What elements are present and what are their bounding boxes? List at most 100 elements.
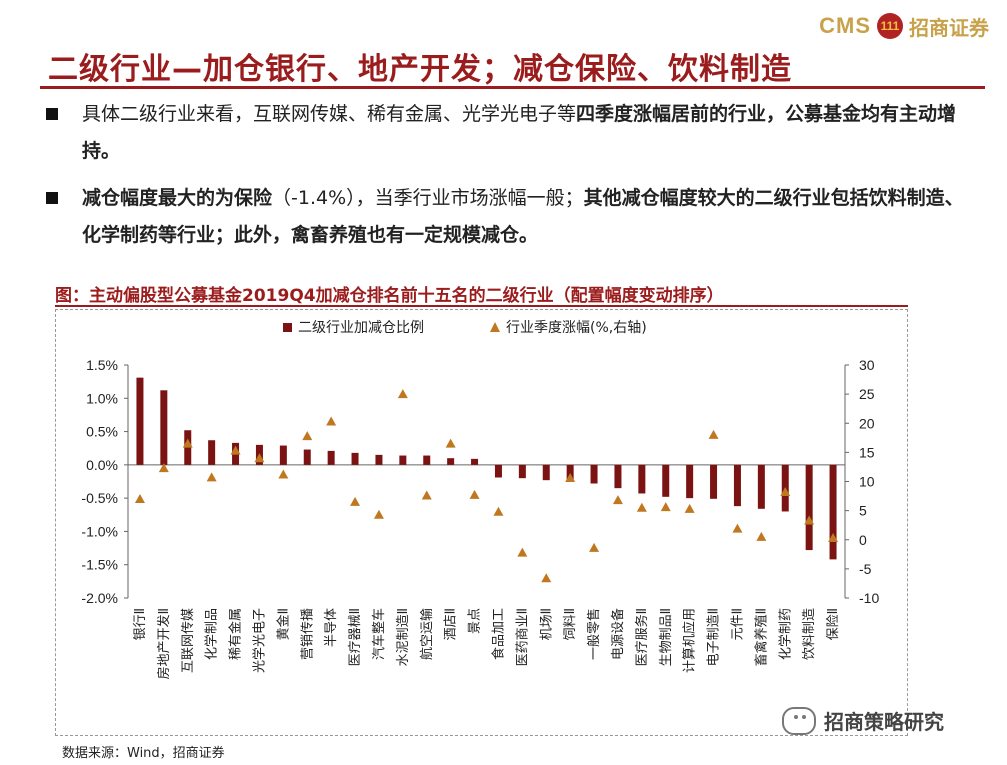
bar-24 [710,464,718,499]
marker-1 [158,463,169,473]
y-right-tick-label: -5 [859,561,872,577]
bullet-list: 具体二级行业来看，互联网传媒、稀有金属、光学光电子等四季度涨幅居前的行业，公募基… [46,96,966,264]
marker-13 [445,438,456,448]
bar-9 [351,452,359,465]
bar-23 [686,464,694,499]
x-tick-label: 饮料制造 [802,608,817,660]
bar-28 [805,464,813,551]
chart-frame [55,309,908,736]
x-tick-label: 食品加工 [490,608,506,660]
bar-19 [590,464,598,484]
marker-5 [254,453,265,463]
bullet-text: （-1.4%），当季行业市场涨幅一般； [272,187,584,209]
brand-cms: CMS [819,13,871,38]
marker-22 [660,502,671,512]
title-divider [40,86,985,89]
brand-name: 招商证券 [909,15,989,40]
marker-2 [182,438,193,448]
marker-17 [541,573,552,583]
marker-12 [421,490,432,500]
bar-10 [375,454,383,465]
bar-22 [662,464,670,497]
marker-3 [206,472,217,482]
bar-29 [829,464,837,560]
marker-28 [804,515,815,525]
marker-14 [469,489,480,499]
x-tick-label: 酒店Ⅱ [444,608,459,640]
x-tick-label: 稀有金属 [228,608,244,660]
bar-17 [542,464,550,481]
x-tick-label: 银行Ⅱ [133,608,148,640]
bullet-square-icon [46,192,58,204]
bar-20 [614,464,622,489]
bar-16 [518,464,526,479]
x-tick-label: 化学制药 [777,608,793,660]
x-tick-label: 电子制造Ⅱ [707,608,722,666]
bullet-text-bold: 四季度涨幅居前的行业，公募基金均有主动增持。 [82,103,957,162]
bar-14 [471,458,479,465]
figure-title: 图：主动偏股型公募基金2019Q4加减仓排名前十五名的二级行业（配置幅度变动排序… [55,286,724,306]
bullet-item: 具体二级行业来看，互联网传媒、稀有金属、光学光电子等四季度涨幅居前的行业，公募基… [46,96,966,170]
bar-7 [303,449,311,465]
marker-21 [636,502,647,512]
marker-7 [302,431,313,441]
bullet-text: 具体二级行业来看，互联网传媒、稀有金属、光学光电子等 [82,103,577,125]
y-right-tick-label: 20 [859,415,875,431]
x-tick-label: 生物制品Ⅱ [659,608,674,666]
legend-bar-label: 二级行业加减仓比例 [298,320,424,336]
bar-13 [447,458,455,465]
figure-divider [55,305,908,307]
legend-bar-swatch [283,323,292,332]
wechat-icon [782,706,816,735]
bar-11 [399,455,407,465]
bar-25 [733,464,741,507]
marker-26 [756,531,767,541]
marker-18 [565,473,576,483]
marker-11 [397,389,408,399]
legend-marker-swatch [490,322,500,332]
marker-16 [517,547,528,557]
y-left-tick-label: -2.0% [81,590,118,606]
x-tick-label: 营销传播 [300,608,315,660]
marker-9 [350,496,361,506]
x-tick-label: 计算机应用 [682,608,698,673]
watermark-text: 招商策略研究 [824,710,944,734]
y-left-tick-label: -1.0% [81,523,118,539]
marker-15 [493,506,504,516]
y-right-tick-label: 25 [859,386,875,402]
x-tick-label: 保险Ⅱ [826,608,841,640]
x-tick-label: 医疗服务Ⅱ [634,608,650,666]
bullet-square-icon [46,108,58,120]
x-tick-label: 房地产开发Ⅱ [156,608,172,679]
x-tick-label: 化学制品 [204,608,220,660]
marker-25 [732,523,743,533]
x-tick-label: 一般零售 [586,608,602,660]
marker-10 [373,509,384,519]
x-tick-label: 饲料Ⅱ [563,608,578,640]
x-tick-label: 医药商业Ⅱ [515,608,530,666]
bar-3 [208,440,216,465]
bar-12 [423,455,431,465]
y-right-tick-label: 10 [859,474,875,490]
x-tick-label: 电源设备 [610,608,626,660]
bar-1 [160,390,168,465]
bullet-item: 减仓幅度最大的为保险（-1.4%），当季行业市场涨幅一般；其他减仓幅度较大的二级… [46,180,966,254]
marker-6 [278,469,289,479]
marker-23 [684,503,695,513]
x-tick-label: 景点 [468,608,483,634]
x-tick-label: 航空运输 [419,608,435,660]
x-tick-label: 黄金Ⅱ [275,608,291,640]
y-right-tick-label: -10 [859,590,879,606]
x-tick-label: 元件Ⅱ [730,608,745,640]
data-source: 数据来源：Wind，招商证券 [62,746,225,761]
y-right-tick-label: 15 [859,444,875,460]
marker-19 [589,542,600,552]
bar-26 [757,464,765,509]
x-tick-label: 汽车整车 [371,608,387,660]
y-left-tick-label: 0.0% [86,457,118,473]
y-right-tick-label: 0 [859,532,867,548]
x-tick-label: 互联网传媒 [181,608,196,673]
y-left-tick-label: 1.0% [86,390,118,406]
bar-8 [327,450,335,465]
